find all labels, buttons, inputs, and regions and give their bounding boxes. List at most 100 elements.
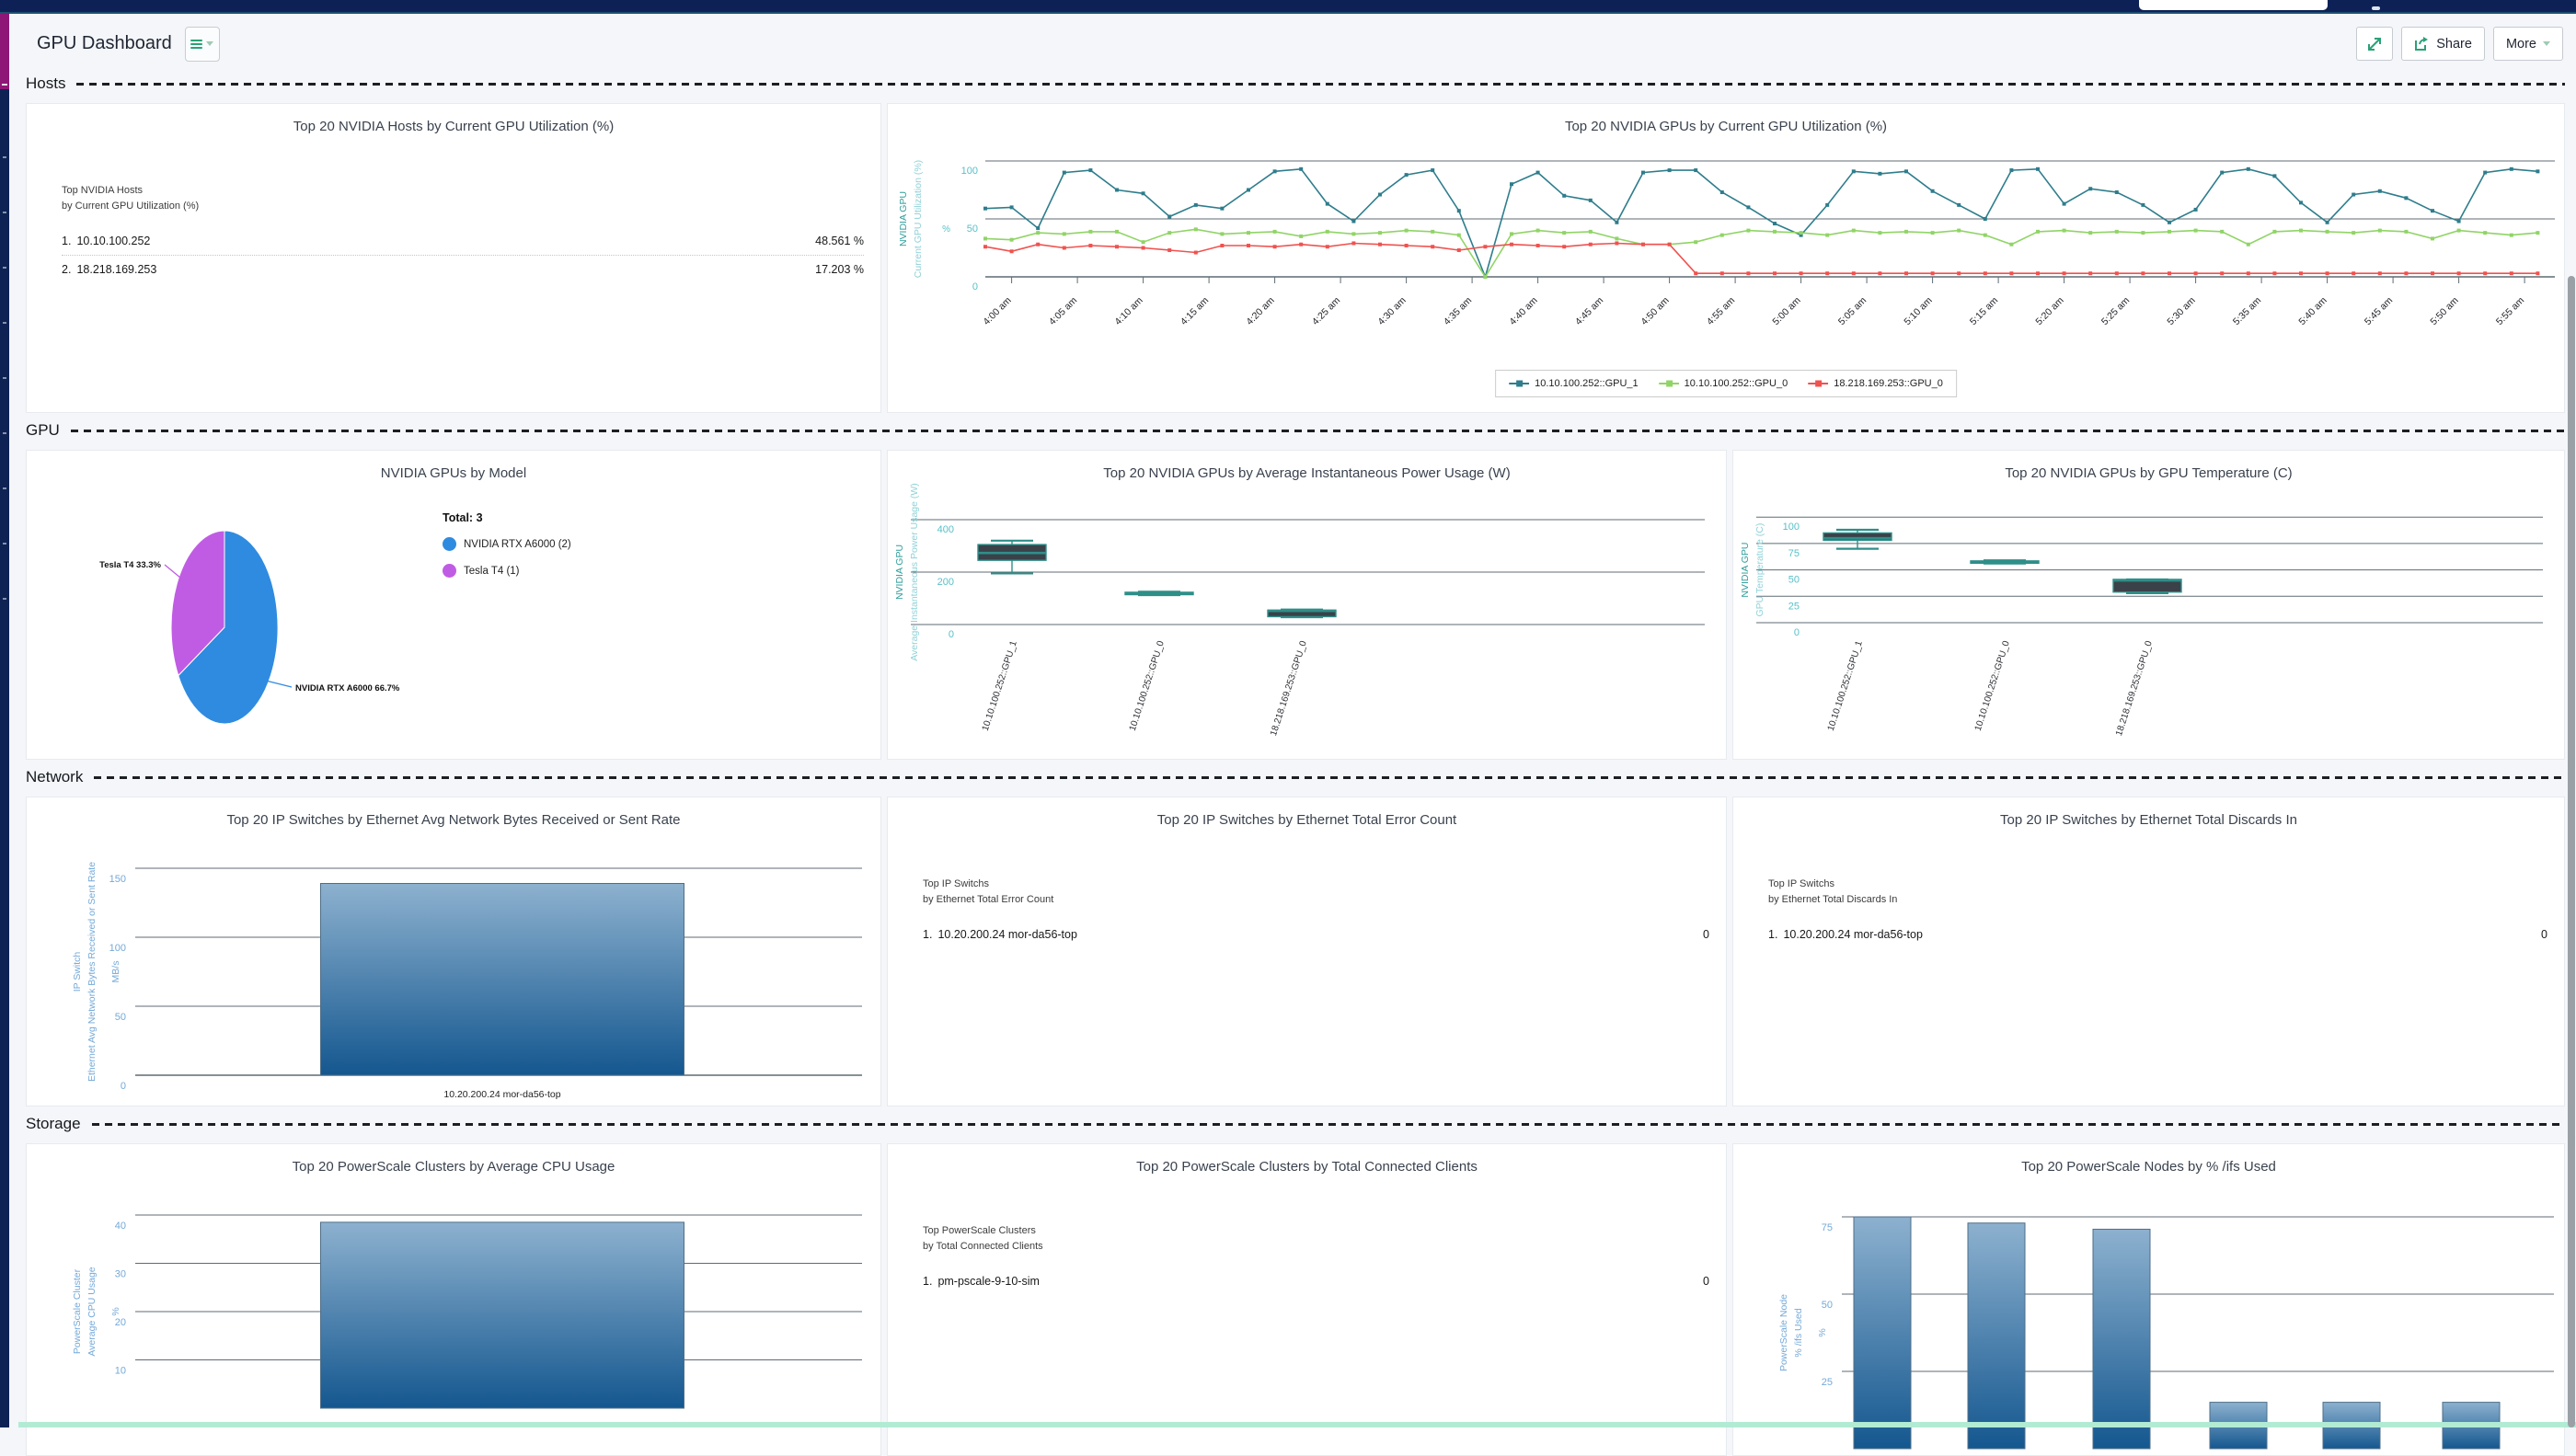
svg-text:50: 50 [1788, 575, 1800, 586]
pie-legend-label: NVIDIA RTX A6000 (2) [464, 538, 571, 550]
svg-text:25: 25 [1822, 1377, 1833, 1388]
fullscreen-button[interactable] [2356, 27, 2394, 61]
panel-discards-list: Top 20 IP Switches by Ethernet Total Dis… [1732, 797, 2565, 1106]
svg-text:10.10.100.252::GPU_1: 10.10.100.252::GPU_1 [1826, 639, 1865, 732]
chevron-down-icon [206, 41, 214, 46]
gpu-model-pie-chart[interactable]: NVIDIA RTX A6000 66.7% Tesla T4 33.3% [27, 451, 880, 760]
svg-text:MB/s: MB/s [110, 961, 121, 983]
bottom-highlight-line [18, 1422, 2576, 1427]
legend-label: 18.218.169.253::GPU_0 [1834, 378, 1943, 389]
list-item[interactable]: 1. 10.20.200.24 mor-da56-top 0 [923, 928, 1709, 941]
section-label: Storage [26, 1115, 81, 1132]
nav-item-mark[interactable] [3, 212, 6, 213]
panel-title: Top 20 PowerScale Clusters by Total Conn… [1136, 1159, 1478, 1175]
panel-top-hosts-list: Top 20 NVIDIA Hosts by Current GPU Utili… [26, 103, 881, 413]
section-divider [94, 775, 2565, 779]
section-label: Network [26, 768, 84, 785]
nav-item-mark[interactable] [3, 267, 6, 269]
svg-text:Average CPU Usage: Average CPU Usage [86, 1267, 98, 1356]
legend-item[interactable]: 10.10.100.252::GPU_1 [1509, 378, 1639, 389]
svg-text:5:10 am: 5:10 am [1902, 294, 1934, 327]
svg-text:200: 200 [937, 577, 954, 588]
pie-legend-item[interactable]: Tesla T4 (1) [443, 564, 571, 578]
network-row: Top 20 IP Switches by Ethernet Avg Netwo… [26, 797, 2565, 1106]
svg-text:4:25 am: 4:25 am [1310, 294, 1342, 327]
left-nav-active-segment[interactable] [0, 14, 9, 89]
panel-title: Top 20 NVIDIA GPUs by Current GPU Utiliz… [1564, 119, 1888, 134]
svg-text:4:35 am: 4:35 am [1442, 294, 1474, 327]
list-item[interactable]: 1. pm-pscale-9-10-sim 0 [923, 1275, 1709, 1288]
section-header-gpu: GPU [26, 417, 2565, 444]
dashboard-page: GPU Dashboard [9, 14, 2576, 1456]
nav-item-mark[interactable] [3, 543, 6, 545]
left-nav-strip[interactable] [0, 14, 9, 1427]
dashboard-header: GPU Dashboard [9, 14, 2576, 66]
svg-text:20: 20 [115, 1317, 126, 1328]
list-item[interactable]: 1. 10.10.100.252 48.561 % [62, 235, 864, 247]
cluster-cpu-bar-chart[interactable]: 40 30 20 10 PowerScale Cluster Average CPU Us… [27, 1144, 880, 1456]
search-input[interactable] [2139, 0, 2328, 10]
share-button[interactable]: Share [2401, 27, 2485, 61]
nav-item-mark[interactable] [3, 322, 6, 324]
section-label: Hosts [26, 75, 66, 92]
svg-text:10.10.100.252::GPU_0: 10.10.100.252::GPU_0 [1973, 639, 2012, 732]
svg-text:0: 0 [972, 281, 978, 292]
svg-text:4:00 am: 4:00 am [981, 294, 1013, 327]
svg-text:Current GPU Utilization (%): Current GPU Utilization (%) [913, 160, 924, 278]
vertical-scrollbar[interactable] [2568, 276, 2575, 1427]
nav-item-mark[interactable] [3, 432, 6, 434]
hosts-row: Top 20 NVIDIA Hosts by Current GPU Utili… [26, 103, 2565, 413]
svg-text:50: 50 [967, 224, 978, 235]
pie-legend-item[interactable]: NVIDIA RTX A6000 (2) [443, 537, 571, 551]
section-header-hosts: Hosts [26, 70, 2565, 97]
svg-text:0: 0 [949, 629, 954, 640]
page-title: GPU Dashboard [37, 33, 172, 53]
svg-text:5:20 am: 5:20 am [2033, 294, 2065, 327]
svg-text:5:30 am: 5:30 am [2165, 294, 2197, 327]
svg-text:18.218.169.253::GPU_0: 18.218.169.253::GPU_0 [2114, 639, 2155, 737]
svg-text:4:50 am: 4:50 am [1639, 294, 1671, 327]
more-button[interactable]: More [2492, 27, 2563, 61]
storage-row: Top 20 PowerScale Clusters by Average CP… [26, 1143, 2565, 1456]
svg-text:NVIDIA RTX A6000 66.7%: NVIDIA RTX A6000 66.7% [295, 683, 400, 694]
svg-text:PowerScale Node: PowerScale Node [1778, 1294, 1789, 1371]
svg-text:5:00 am: 5:00 am [1770, 294, 1802, 327]
nav-item-mark[interactable] [3, 487, 6, 489]
svg-text:NVIDIA GPU: NVIDIA GPU [898, 191, 909, 246]
svg-text:10.20.200.24 mor-da56-top: 10.20.200.24 mor-da56-top [443, 1089, 560, 1100]
list-item[interactable]: 1. 10.20.200.24 mor-da56-top 0 [1768, 928, 2547, 941]
nav-item-mark[interactable] [3, 156, 6, 158]
pie-legend-swatch [443, 564, 456, 578]
svg-text:PowerScale Cluster: PowerScale Cluster [72, 1268, 83, 1354]
svg-text:IP Switch: IP Switch [72, 952, 83, 992]
svg-text:5:50 am: 5:50 am [2428, 294, 2460, 327]
svg-text:5:15 am: 5:15 am [1968, 294, 2000, 327]
gpu-row: NVIDIA GPUs by Model NVIDIA RTX A6000 66… [26, 450, 2565, 760]
section-divider [70, 429, 2565, 432]
more-button-label: More [2505, 36, 2536, 52]
svg-text:75: 75 [1822, 1222, 1833, 1233]
switch-rate-bar-chart[interactable]: 150 100 50 0 10.20.200.24 mor-da56-top IP Swi… [27, 797, 880, 1106]
dashboard-menu-button[interactable] [184, 26, 220, 62]
list-item[interactable]: 2. 18.218.169.253 17.203 % [62, 255, 864, 283]
svg-text:%: % [942, 224, 950, 235]
section-header-storage: Storage [26, 1110, 2565, 1138]
legend-item[interactable]: 10.10.100.252::GPU_0 [1658, 378, 1788, 389]
chrome-icon[interactable] [2372, 6, 2380, 10]
legend-item[interactable]: 18.218.169.253::GPU_0 [1808, 378, 1943, 389]
svg-text:4:45 am: 4:45 am [1573, 294, 1605, 327]
panel-power-usage: Top 20 NVIDIA GPUs by Average Instantane… [887, 450, 1727, 760]
svg-text:100: 100 [1783, 522, 1800, 533]
list-header: Top IP Switchs by Ethernet Total Error C… [923, 878, 1054, 905]
list-item-value: 0 [1703, 1275, 1709, 1288]
nav-item-mark[interactable] [3, 598, 6, 600]
nav-item-mark[interactable] [3, 377, 6, 379]
panel-title: NVIDIA GPUs by Model [380, 465, 527, 481]
pie-total-label: Total: 3 [443, 511, 483, 524]
ifs-used-bar-chart[interactable]: 75 50 25 PowerScale Node % /ifs Used% [1733, 1144, 2564, 1456]
legend-label: 10.10.100.252::GPU_0 [1684, 378, 1788, 389]
panel-title: Top 20 NVIDIA GPUs by Average Instantane… [1103, 465, 1511, 481]
gpu-utilization-line-chart[interactable]: 100 50 0% 4:00 am 4:05 am 4:10 am 4:15 am 4:20 … [888, 104, 2564, 413]
